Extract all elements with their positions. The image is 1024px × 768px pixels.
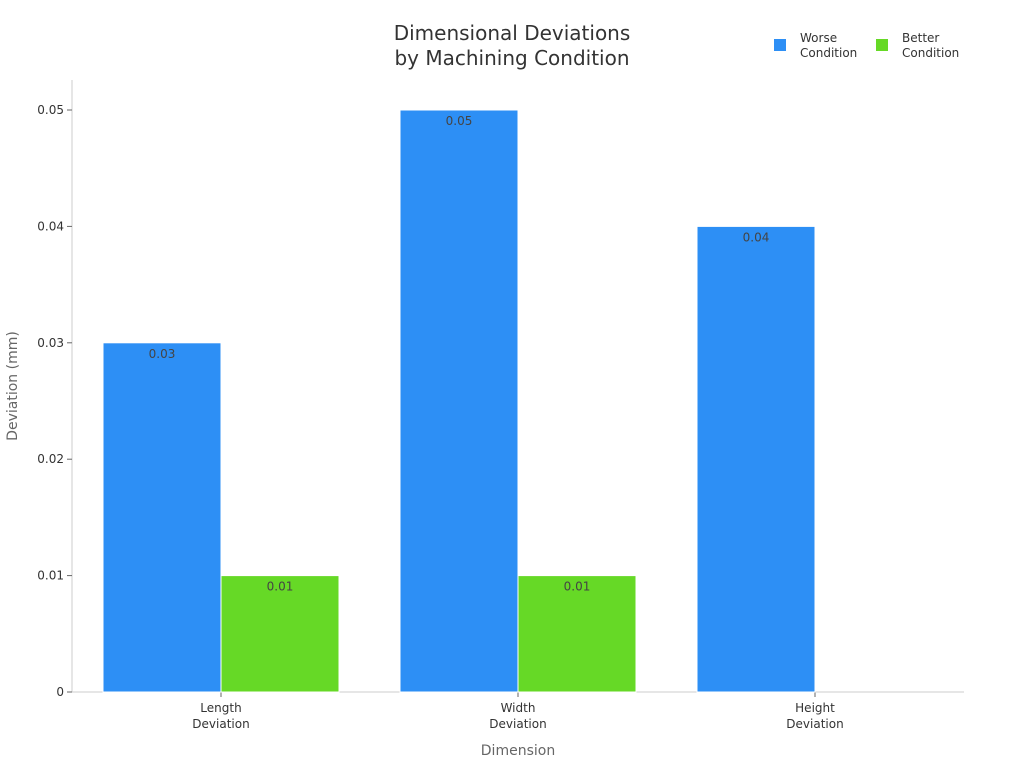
chart-title-text-line: by Machining Condition: [394, 46, 629, 70]
bar-0-1: [399, 109, 519, 693]
axes: 0 0.01 0.02 0.03 0.04 0.05 Deviation (mm) Dimen…: [5, 80, 964, 759]
data-label-1-0: 0.01: [267, 580, 294, 594]
legend-label-1: Better Condition: [902, 31, 959, 60]
y-tick-label-3: 0.03: [37, 336, 64, 350]
x-tick-label-1-line: Deviation: [489, 717, 546, 731]
x-tick-label-1: Width Deviation: [489, 701, 546, 731]
x-tick-label-0-line: Deviation: [192, 717, 249, 731]
legend-label-0-line: Condition: [800, 46, 857, 60]
data-label-0-2: 0.04: [743, 230, 770, 244]
data-label-1-1: 0.01: [564, 580, 591, 594]
legend-label-0: Worse Condition: [800, 31, 857, 60]
bar-1-0: [220, 575, 340, 693]
x-axis-title: Dimension: [481, 743, 555, 759]
data-label-0-0: 0.03: [149, 347, 176, 361]
x-tick-label-2-line: Height: [795, 701, 835, 715]
legend-label-0-line: Worse: [800, 31, 837, 45]
y-axis-title: Deviation (mm): [5, 331, 21, 441]
data-labels: 0.03 0.01 0.05 0.01 0.04: [149, 114, 770, 594]
y-tick-label-4: 0.04: [37, 219, 64, 233]
legend-swatch-1: [876, 39, 888, 51]
chart-title: Dimensional Deviations by Machining Condi…: [394, 21, 631, 70]
y-tick-label-5: 0.05: [37, 103, 64, 117]
chart-title-text: Dimensional Deviations by Machining Condi…: [394, 21, 631, 70]
data-label-0-1: 0.05: [446, 114, 473, 128]
chart-title-text-line: Dimensional Deviations: [394, 21, 631, 45]
legend-swatch-0: [774, 39, 786, 51]
bar-1-1: [517, 575, 637, 693]
y-tick-label-0: 0: [56, 685, 64, 699]
x-tick-label-1-line: Width: [501, 701, 536, 715]
x-tick-label-0-line: Length: [200, 701, 241, 715]
x-tick-label-2: Height Deviation: [786, 701, 843, 731]
y-tick-label-2: 0.02: [37, 452, 64, 466]
legend-label-1-line: Condition: [902, 46, 959, 60]
x-tick-label-0: Length Deviation: [192, 701, 249, 731]
bar-0-0: [102, 342, 222, 693]
x-tick-label-2-line: Deviation: [786, 717, 843, 731]
legend-label-1-line: Better: [902, 31, 939, 45]
bars: [102, 109, 816, 693]
bar-0-2: [696, 225, 816, 693]
y-tick-label-1: 0.01: [37, 569, 64, 583]
